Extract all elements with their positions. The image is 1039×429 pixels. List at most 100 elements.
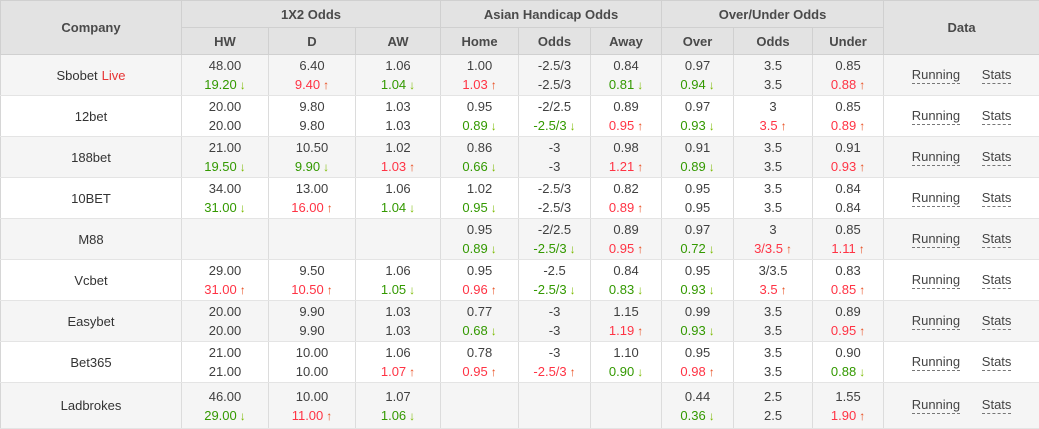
header-group-1x2-odds: 1X2 Odds xyxy=(182,1,441,28)
stats-link[interactable]: Stats xyxy=(982,397,1012,414)
stats-link[interactable]: Stats xyxy=(982,272,1012,289)
stats-link[interactable]: Stats xyxy=(982,354,1012,371)
odds-current-value: 3.5 xyxy=(736,198,810,217)
odds-current-value: 3.5 xyxy=(736,157,810,176)
odds-current-value: 1.03 xyxy=(358,116,438,135)
up-arrow-icon: ↑ xyxy=(859,409,865,423)
odds-open-value: 0.84 xyxy=(815,179,881,198)
odds-current-value: 1.05↓ xyxy=(358,280,438,299)
stats-link[interactable]: Stats xyxy=(982,108,1012,125)
company-name: Bet365 xyxy=(70,355,111,370)
running-link[interactable]: Running xyxy=(912,313,960,330)
odds-current-value: 0.89↓ xyxy=(664,157,731,176)
table-header: Company 1X2 Odds Asian Handicap Odds Ove… xyxy=(1,1,1039,55)
data-links: Running Stats xyxy=(890,354,1033,371)
odds-open-value: -2.5/3 xyxy=(521,179,588,198)
odds-current-number: 10.50 xyxy=(291,282,324,297)
odds-open-value: 0.95 xyxy=(664,343,731,362)
odds-current-number: 0.93 xyxy=(680,323,705,338)
down-arrow-icon: ↓ xyxy=(409,78,415,92)
down-arrow-icon: ↓ xyxy=(409,201,415,215)
stats-link[interactable]: Stats xyxy=(982,313,1012,330)
odds-current-number: 3.5 xyxy=(764,159,782,174)
down-arrow-icon: ↓ xyxy=(491,160,497,174)
down-arrow-icon: ↓ xyxy=(637,78,643,92)
odds-current-value: 19.20↓ xyxy=(184,75,266,94)
odds-current-value: 0.83↓ xyxy=(593,280,659,299)
running-link[interactable]: Running xyxy=(912,108,960,125)
running-link[interactable]: Running xyxy=(912,67,960,84)
running-link[interactable]: Running xyxy=(912,190,960,207)
odds-open-value: 1.06 xyxy=(358,261,438,280)
odds-current-value: 0.90↓ xyxy=(593,362,659,381)
odds-current-number: 0.95 xyxy=(685,200,710,215)
header-col-hw: HW xyxy=(182,28,269,55)
odds-open-value: 3.5 xyxy=(736,179,810,198)
live-badge[interactable]: Live xyxy=(102,68,126,83)
up-arrow-icon: ↑ xyxy=(786,242,792,256)
stats-link[interactable]: Stats xyxy=(982,149,1012,166)
running-link[interactable]: Running xyxy=(912,272,960,289)
odds-current-number: 1.04 xyxy=(381,77,406,92)
odds-current-number: -3 xyxy=(549,323,561,338)
odds-current-number: 1.03 xyxy=(462,77,487,92)
odds-current-value: 0.72↓ xyxy=(664,239,731,258)
odds-current-number: 0.95 xyxy=(462,364,487,379)
odds-open-value: 0.85 xyxy=(815,220,881,239)
odds-open-value: 21.00 xyxy=(184,343,266,362)
odds-open-value: 3.5 xyxy=(736,302,810,321)
odds-open-value: 3.5 xyxy=(736,56,810,75)
odds-open-value: -3 xyxy=(521,343,588,362)
odds-open-value: 6.40 xyxy=(271,56,353,75)
odds-current-value: 20.00 xyxy=(184,321,266,340)
odds-current-number: 20.00 xyxy=(209,118,242,133)
odds-open-value: 0.95 xyxy=(443,97,516,116)
up-arrow-icon: ↑ xyxy=(859,324,865,338)
stats-link[interactable]: Stats xyxy=(982,67,1012,84)
odds-current-number: 1.90 xyxy=(831,408,856,423)
odds-current-number: -2.5/3 xyxy=(538,200,571,215)
up-arrow-icon: ↑ xyxy=(637,119,643,133)
odds-current-number: 1.21 xyxy=(609,159,634,174)
odds-current-value xyxy=(184,239,266,258)
odds-current-value: 0.68↓ xyxy=(443,321,516,340)
company-name: 188bet xyxy=(71,150,111,165)
odds-open-value xyxy=(358,220,438,239)
up-arrow-icon: ↑ xyxy=(637,324,643,338)
odds-current-value: 0.89↑ xyxy=(593,198,659,217)
odds-open-value: -2/2.5 xyxy=(521,97,588,116)
odds-open-value: 0.89 xyxy=(593,97,659,116)
stats-link[interactable]: Stats xyxy=(982,231,1012,248)
odds-open-value: 0.95 xyxy=(664,179,731,198)
odds-current-number: 1.06 xyxy=(381,408,406,423)
running-link[interactable]: Running xyxy=(912,354,960,371)
odds-current-number: 0.89 xyxy=(609,200,634,215)
stats-link[interactable]: Stats xyxy=(982,190,1012,207)
odds-current-number: -2.5/3 xyxy=(533,282,566,297)
odds-current-number: -2.5/3 xyxy=(533,118,566,133)
odds-current-value: 0.89↓ xyxy=(443,239,516,258)
odds-current-value: 21.00 xyxy=(184,362,266,381)
running-link[interactable]: Running xyxy=(912,397,960,414)
odds-open-value: 1.06 xyxy=(358,56,438,75)
odds-open-value: 0.77 xyxy=(443,302,516,321)
running-link[interactable]: Running xyxy=(912,149,960,166)
running-link[interactable]: Running xyxy=(912,231,960,248)
odds-open-value: 48.00 xyxy=(184,56,266,75)
odds-open-value: -3 xyxy=(521,302,588,321)
odds-current-number: 0.72 xyxy=(680,241,705,256)
